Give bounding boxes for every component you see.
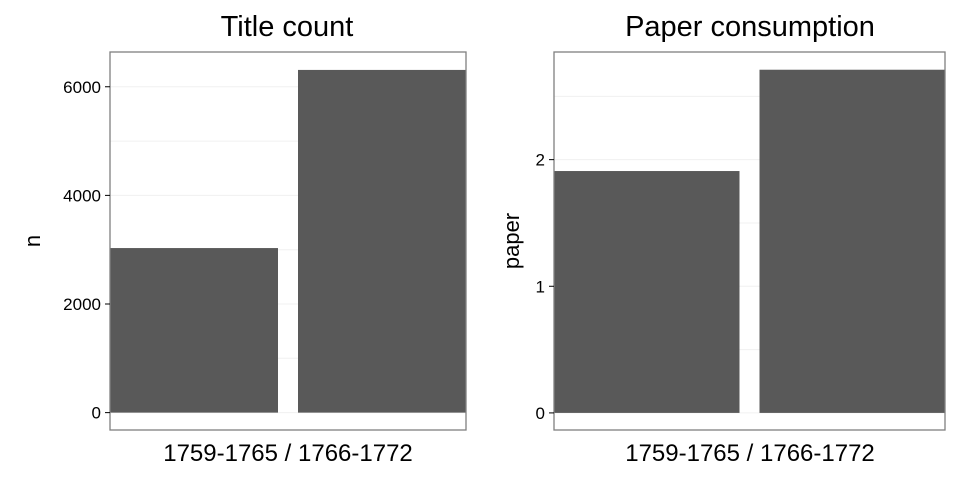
- bar-1766-1772: [298, 69, 466, 413]
- panel-title-count: Title count 0 2000 4000 6000 1759-1765 / 17…: [20, 11, 467, 467]
- y-tick-label: 2: [536, 151, 545, 170]
- panel-2-y-axis-label: paper: [499, 213, 524, 269]
- panel-1-x-axis-label: 1759-1765 / 1766-1772: [163, 440, 413, 467]
- panel-paper-consumption: Paper consumption 0 1 2 1759-1765 / 1766-1…: [499, 11, 946, 467]
- panel-2-x-axis-label: 1759-1765 / 1766-1772: [625, 440, 875, 467]
- panel-2-title: Paper consumption: [625, 11, 875, 43]
- y-tick-label: 2000: [63, 295, 101, 314]
- bar-1766-1772: [759, 69, 945, 413]
- panel-1-bars: [110, 69, 466, 413]
- panel-1-frame: [109, 51, 467, 431]
- y-tick-label: 0: [536, 404, 545, 423]
- y-tick-label: 1: [536, 277, 545, 296]
- y-tick-label: 4000: [63, 186, 101, 205]
- panel-1-title: Title count: [221, 11, 354, 43]
- y-tick-label: 6000: [63, 78, 101, 97]
- bar-1759-1765: [110, 248, 278, 413]
- panel-1-y-axis-label: n: [20, 235, 45, 247]
- panel-1-y-axis: 0 2000 4000 6000: [63, 78, 110, 423]
- y-tick-label: 0: [92, 404, 101, 423]
- panel-2-bars: [554, 69, 945, 413]
- panel-2-frame: [553, 51, 946, 431]
- panel-2-y-axis: 0 1 2: [536, 151, 554, 423]
- bar-1759-1765: [554, 171, 740, 413]
